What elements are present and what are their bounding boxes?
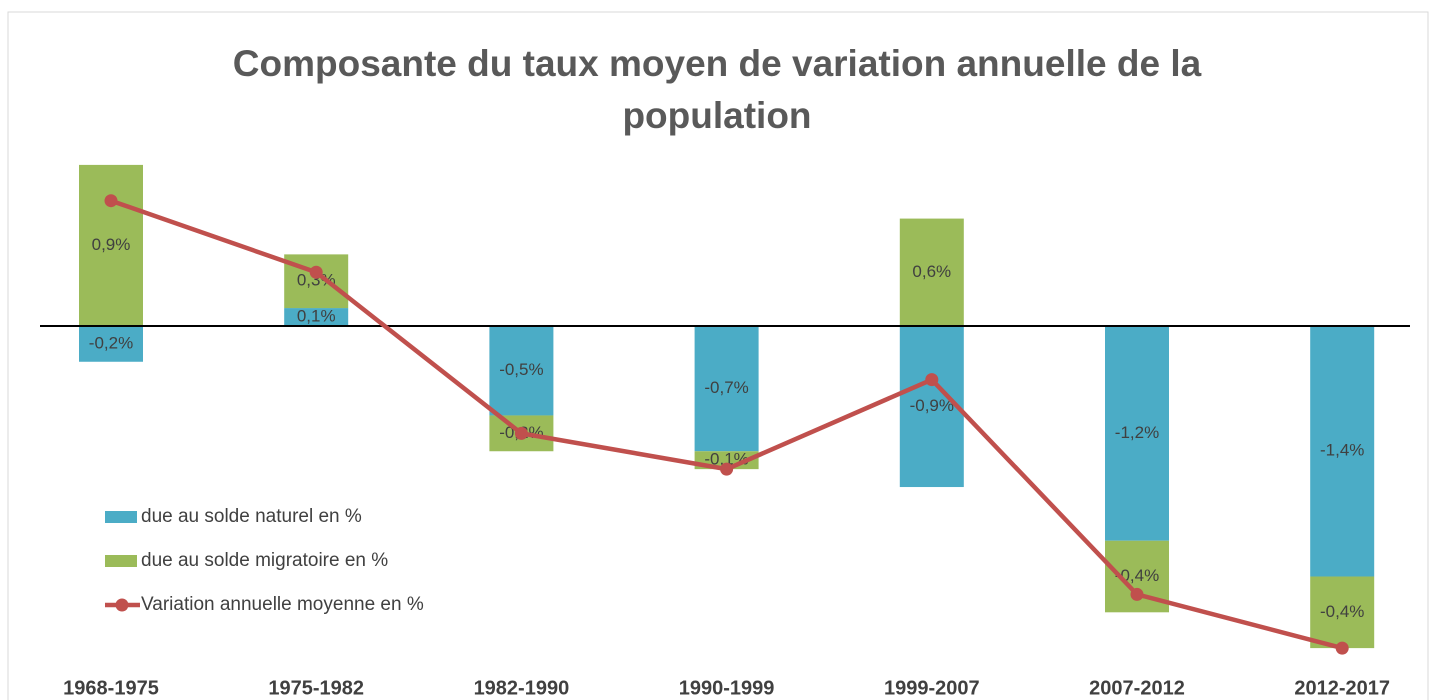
legend-swatch	[105, 555, 137, 567]
legend-swatch	[115, 598, 129, 612]
line-marker	[925, 373, 939, 387]
line-marker	[1335, 641, 1349, 655]
bar-segment	[1310, 576, 1375, 649]
legend-swatch	[105, 511, 137, 523]
data-label: 0,9%	[92, 235, 131, 254]
data-label: -1,4%	[1320, 441, 1364, 460]
bar-segment	[1105, 325, 1169, 541]
bar-segment	[79, 325, 143, 362]
line-marker	[720, 462, 734, 476]
legend-label: Variation annuelle moyenne en %	[141, 594, 424, 615]
chart-border	[7, 11, 1429, 700]
x-tick-label: 1975-1982	[268, 677, 364, 699]
data-label: -1,2%	[1115, 423, 1159, 442]
data-label: -0,9%	[910, 396, 954, 415]
data-label: 0,6%	[912, 262, 951, 281]
line-marker	[1130, 587, 1144, 601]
bar-segment	[1310, 325, 1375, 577]
data-label: -0,2%	[89, 333, 133, 352]
x-tick-label: 1990-1999	[679, 677, 775, 699]
legend-label: due au solde migratoire en %	[141, 550, 388, 571]
x-tick-label: 1999-2007	[884, 677, 980, 699]
bar-segment	[284, 308, 349, 326]
bar-segment	[694, 325, 759, 452]
bar-segment	[899, 325, 964, 488]
bar-segment	[489, 325, 554, 416]
line-marker	[104, 194, 118, 208]
x-tick-label: 1982-1990	[474, 677, 570, 699]
data-label: 0,1%	[297, 307, 336, 326]
data-label: -0,5%	[499, 360, 543, 379]
x-tick-label: 2012-2017	[1294, 677, 1390, 699]
data-label: -0,7%	[704, 378, 748, 397]
legend-label: due au solde naturel en %	[141, 506, 362, 527]
chart-title: Composante du taux moyen de variation an…	[232, 43, 1202, 136]
bar-segment	[899, 218, 964, 326]
data-label: -0,4%	[1320, 602, 1364, 621]
line-marker	[309, 265, 323, 279]
bar-segment	[79, 164, 143, 326]
x-tick-label: 1968-1975	[63, 677, 159, 699]
data-label: 0,3%	[297, 271, 336, 290]
line-marker	[514, 426, 528, 440]
x-tick-label: 2007-2012	[1089, 677, 1185, 699]
